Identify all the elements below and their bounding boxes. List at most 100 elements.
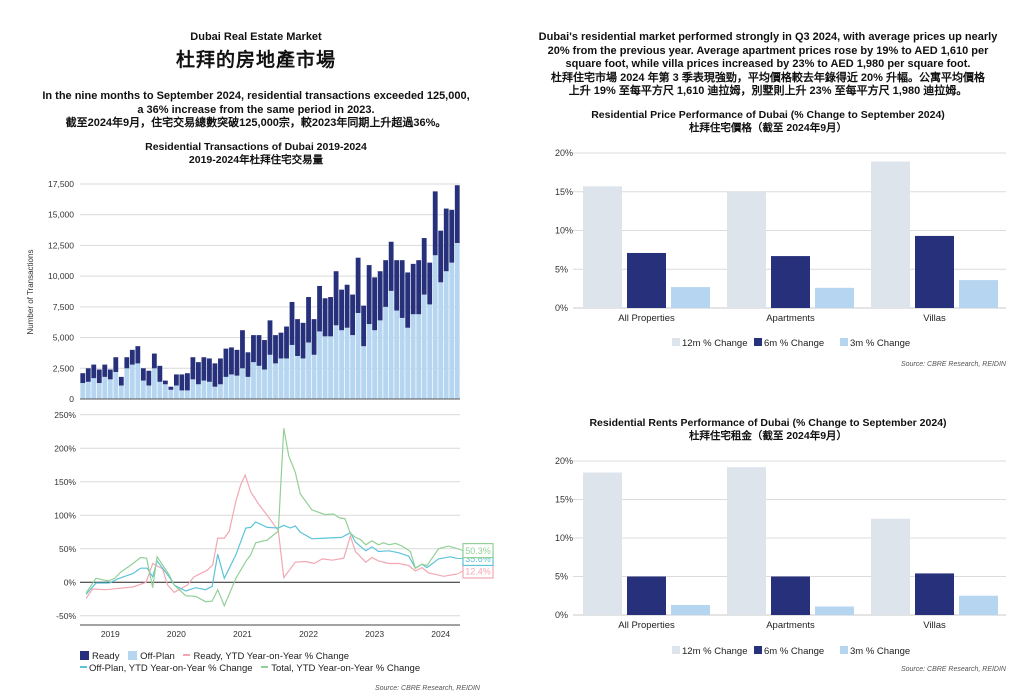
y-tick-label: 0%	[555, 610, 568, 620]
6m-bar	[627, 252, 666, 308]
6m-bar	[771, 256, 810, 308]
ready-bar	[91, 364, 97, 379]
off-plan-bar	[80, 383, 86, 399]
off-plan-bar	[284, 358, 289, 399]
off-plan-bar	[196, 384, 201, 399]
category-label: Apartments	[766, 620, 815, 631]
off-plan-bar	[245, 376, 251, 399]
ready-bar	[339, 289, 344, 331]
off-plan-bar	[449, 262, 455, 399]
end-label-value: 50.3%	[465, 546, 491, 556]
off-plan-bar	[443, 271, 449, 399]
off-plan-bar	[212, 386, 218, 399]
off-plan-bar	[388, 290, 394, 399]
ready-bar	[405, 272, 411, 328]
ready-bar	[129, 349, 135, 365]
y-tick-label: 2,500	[53, 363, 75, 373]
summary-line: 截至2024年9月，住宅交易總數突破125,000宗，較2023年同期上升超過3…	[65, 117, 447, 130]
x-tick-label: 2022	[299, 629, 318, 639]
y-tick-label: 15%	[555, 187, 573, 197]
ready-bar	[421, 238, 427, 295]
off-plan-bar	[410, 314, 416, 399]
y-tick-label: 10%	[555, 226, 573, 236]
summary-line: a 36% increase from the same period in 2…	[137, 103, 375, 116]
x-tick-label: 2023	[365, 629, 384, 639]
ready-bar	[295, 319, 300, 356]
ready-bar	[151, 353, 157, 369]
off-plan-bar	[377, 320, 383, 399]
y-tick-label: 0%	[555, 303, 568, 313]
y-tick-label: 12,500	[48, 240, 74, 250]
ready-bar	[173, 374, 179, 386]
ready-bar	[350, 294, 356, 336]
ready-bar	[102, 364, 108, 377]
ready-yoy-swatch	[183, 654, 191, 656]
off-plan-bar	[184, 390, 190, 399]
chart-title-en: Residential Price Performance of Dubai (…	[591, 109, 945, 121]
category-label: All Properties	[618, 620, 675, 631]
off-plan-bar	[151, 368, 157, 399]
off-plan-bar	[311, 354, 317, 399]
ready-bar	[135, 346, 141, 364]
ready-bar	[366, 265, 372, 325]
y-tick-label: -50%	[56, 611, 76, 621]
off-plan-bar	[289, 344, 295, 399]
page-title: 杜拜的房地產市場	[175, 50, 336, 71]
off-plan-bar	[96, 383, 102, 399]
y-tick-label: 15%	[555, 495, 573, 505]
y-tick-label: 7,500	[53, 302, 75, 312]
off-plan-bar	[328, 336, 333, 399]
ready-bar	[284, 326, 289, 359]
ready-bar	[333, 271, 339, 326]
off-plan-bar	[91, 378, 97, 399]
ready-swatch	[80, 651, 89, 660]
y-tick-label: 200%	[54, 443, 76, 453]
legend-swatch	[672, 338, 680, 346]
legend-label: Ready	[92, 651, 120, 662]
off-plan-bar	[146, 385, 152, 399]
end-label-value: 35.6%	[465, 554, 491, 564]
source-note: Source: CBRE Research, REIDIN	[901, 361, 1007, 368]
transactions-chart-title: Residential Transactions of Dubai 2019-2…	[0, 141, 512, 167]
y-axis-label: Number of Transactions	[26, 250, 35, 335]
y-tick-label: 15,000	[48, 210, 74, 220]
ready-bar	[394, 260, 400, 311]
ready-bar	[162, 380, 168, 385]
ready-bar	[157, 365, 163, 382]
y-tick-label: 5,000	[53, 333, 75, 343]
off-plan-yoy-swatch	[80, 666, 87, 668]
ready-bar	[212, 363, 218, 387]
legend-label: 12m % Change	[682, 338, 747, 349]
left-source: Source: CBRE Research, REIDIN	[374, 685, 480, 692]
y-tick-label: 100%	[54, 510, 76, 520]
off-plan-bar	[366, 324, 372, 399]
ready-bar	[218, 358, 223, 385]
category-label: Villas	[923, 620, 946, 631]
y-tick-label: 17,500	[48, 179, 74, 189]
ready-bar	[190, 357, 196, 380]
legend-off-plan-yoy: Off-Plan, YTD Year-on-Year % Change	[80, 663, 253, 674]
off-plan-bar	[267, 354, 273, 399]
ready-bar	[383, 260, 389, 307]
off-plan-bar	[394, 310, 400, 399]
summary-line: In the nine months to September 2024, re…	[42, 90, 470, 102]
y-tick-label: 20%	[555, 456, 573, 466]
6m-bar	[915, 573, 954, 615]
summary-line: Dubai's residential market performed str…	[538, 31, 998, 43]
off-plan-bar	[251, 362, 256, 399]
off-plan-bar	[85, 381, 91, 399]
off-plan-bar	[157, 381, 163, 399]
off-plan-bar	[173, 385, 179, 399]
3m-bar	[959, 280, 998, 308]
off-plan-bar	[207, 381, 212, 399]
end-label-connector	[457, 570, 464, 575]
off-plan-bar	[421, 294, 427, 399]
ready-bar	[328, 297, 333, 337]
summary-line: square foot, while villa prices increase…	[565, 58, 971, 71]
ready-bar	[85, 368, 91, 382]
off-plan-bar	[317, 331, 322, 399]
ready-bar	[184, 373, 190, 391]
ready-bar	[311, 319, 317, 355]
left-summary: In the nine months to September 2024, re…	[0, 90, 512, 131]
